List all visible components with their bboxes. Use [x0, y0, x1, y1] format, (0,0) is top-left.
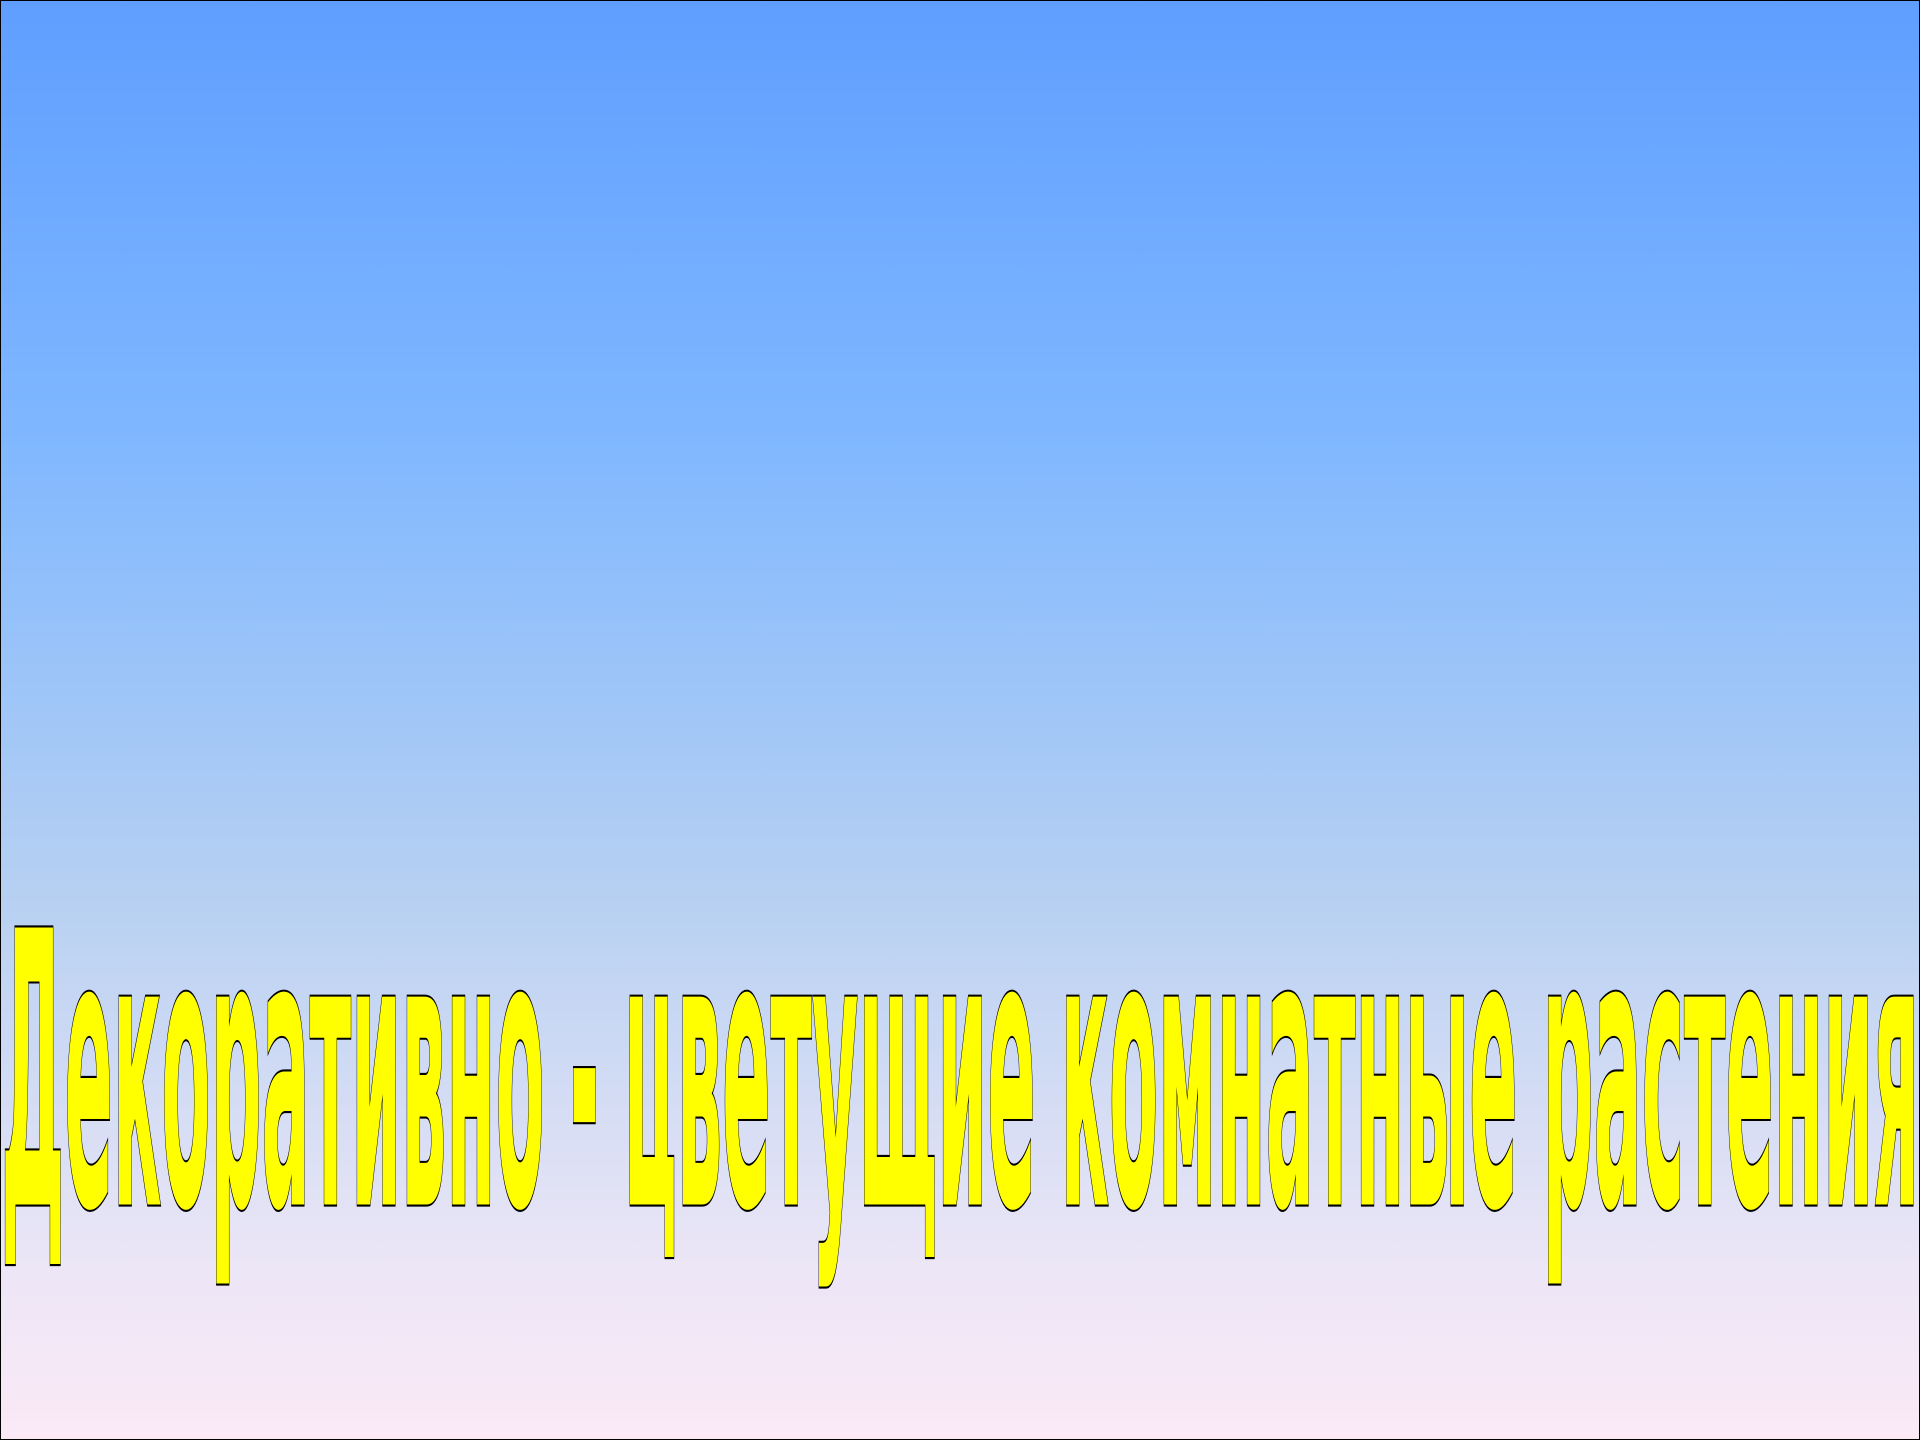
slide-title: Декоративно - цветущие комнатные растени… — [1, 852, 1919, 1295]
